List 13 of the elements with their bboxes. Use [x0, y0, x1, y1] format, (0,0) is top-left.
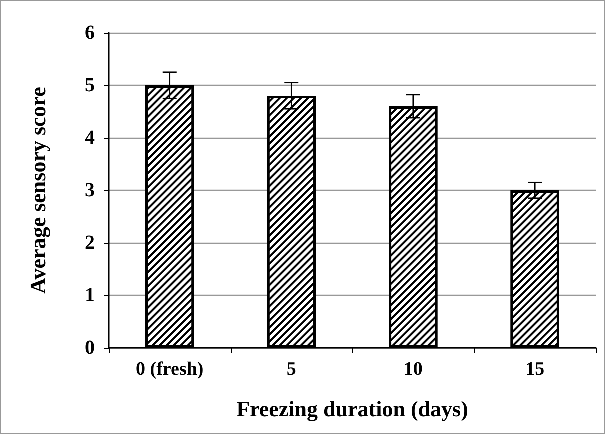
- y-tick-label: 0: [85, 337, 95, 359]
- y-tick-label: 4: [85, 127, 95, 149]
- y-tick-label: 1: [85, 284, 95, 306]
- x-tick-label: 0 (fresh): [136, 359, 204, 380]
- y-tick-label: 3: [85, 180, 95, 202]
- x-axis-title: Freezing duration (days): [236, 396, 468, 422]
- y-tick-label: 2: [85, 232, 95, 254]
- y-axis-title: Average sensory score: [26, 86, 50, 294]
- y-tick-label: 6: [85, 22, 95, 44]
- x-tick-label: 15: [526, 359, 545, 380]
- x-tick-label: 10: [404, 359, 423, 380]
- y-tick-label: 5: [85, 74, 95, 96]
- x-tick-label: 5: [286, 359, 296, 380]
